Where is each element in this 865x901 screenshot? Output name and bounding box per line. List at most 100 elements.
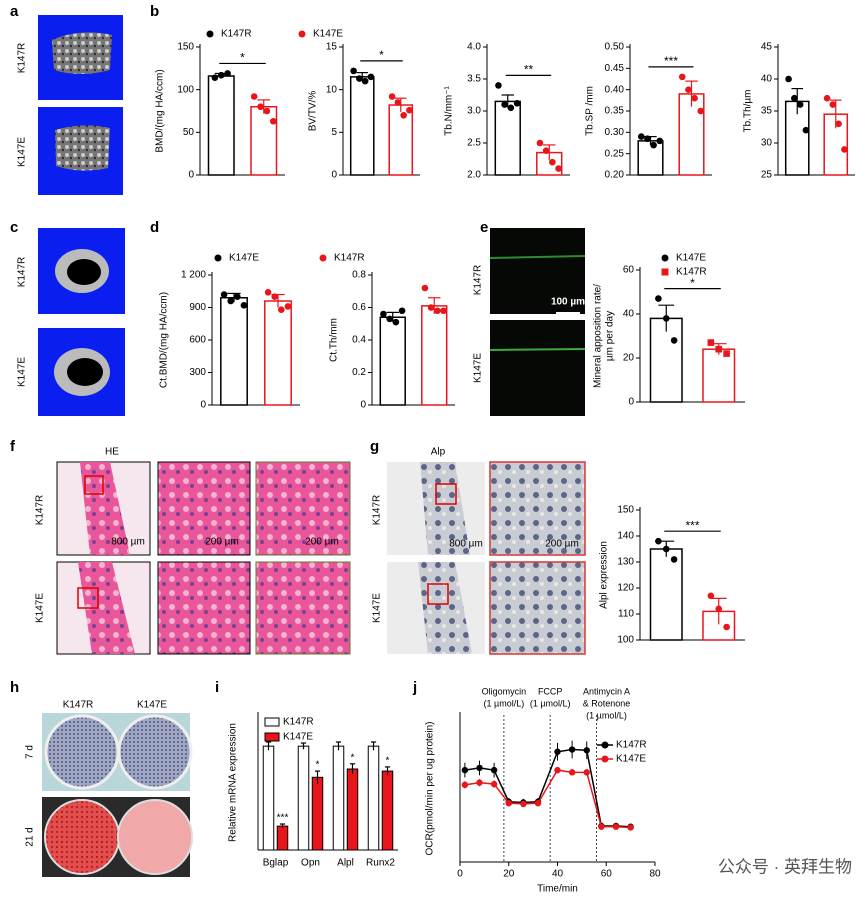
row-label: K147E bbox=[17, 357, 28, 387]
legend-label: K147E bbox=[229, 253, 259, 264]
bar bbox=[637, 140, 664, 176]
he-stain: HE 800 µm 200 µm 200 µm K147R K147E bbox=[35, 447, 351, 655]
data-point bbox=[554, 748, 561, 755]
y-tick-label: 0.6 bbox=[352, 302, 366, 313]
x-tick-label: 40 bbox=[552, 869, 564, 880]
y-tick-label: 900 bbox=[189, 302, 206, 313]
legend-label: K147R bbox=[221, 29, 252, 40]
y-axis-label: BV/TV/% bbox=[308, 91, 319, 132]
y-tick-label: 0.4 bbox=[352, 335, 366, 346]
y-axis-label: Tb.SP /mm bbox=[585, 86, 596, 136]
data-point bbox=[400, 111, 407, 119]
y-tick-label: 110 bbox=[618, 609, 634, 620]
significance: ** bbox=[524, 63, 534, 77]
data-point bbox=[823, 94, 831, 102]
plate-stain: K147R K147E 7 d 21 d bbox=[25, 700, 193, 877]
y-tick-label: 0 bbox=[628, 397, 634, 408]
y-tick-label: 140 bbox=[617, 531, 634, 542]
data-point bbox=[501, 101, 508, 108]
row-label: 7 d bbox=[25, 745, 36, 759]
y-tick-label: 0.8 bbox=[352, 270, 366, 281]
bar bbox=[297, 745, 310, 851]
data-point bbox=[476, 764, 483, 772]
data-point bbox=[271, 293, 279, 300]
bar bbox=[311, 776, 324, 851]
data-point bbox=[542, 147, 550, 154]
y-tick-label: 45 bbox=[761, 42, 773, 53]
row-label: K147E bbox=[17, 137, 28, 167]
bar bbox=[379, 316, 406, 406]
y-tick-label: 150 bbox=[617, 505, 634, 516]
significance: * bbox=[351, 752, 355, 763]
panel-label: g bbox=[370, 438, 379, 455]
bar bbox=[702, 348, 736, 403]
significance: *** bbox=[277, 813, 289, 824]
significance: * bbox=[316, 760, 320, 771]
watermark: 公众号 · 英拜生物 bbox=[718, 857, 852, 876]
data-point bbox=[549, 158, 556, 166]
data-point bbox=[598, 823, 605, 830]
data-point bbox=[513, 100, 521, 107]
data-point bbox=[505, 800, 512, 807]
data-point bbox=[555, 165, 562, 172]
scale-label: 200 µm bbox=[205, 537, 239, 548]
x-tick-label: Runx2 bbox=[366, 858, 395, 869]
data-point bbox=[240, 302, 248, 309]
x-tick-label: Bglap bbox=[263, 858, 289, 869]
bar bbox=[262, 745, 275, 851]
y-tick-label: 40 bbox=[623, 309, 635, 320]
y-tick-label: 130 bbox=[617, 557, 634, 568]
scale-label: 200 µm bbox=[305, 537, 339, 548]
scale-label: 800 µm bbox=[449, 539, 483, 550]
legend-label: K147R bbox=[676, 267, 707, 278]
y-axis-label: Alpl expression bbox=[599, 541, 610, 609]
legend-label: K147E bbox=[676, 253, 706, 264]
y-axis-label: Tb.Th/µm bbox=[743, 90, 754, 133]
data-point bbox=[791, 94, 798, 102]
data-point bbox=[802, 126, 810, 134]
data-point bbox=[421, 284, 429, 292]
y-tick-label: 0.25 bbox=[605, 148, 625, 159]
data-point bbox=[670, 337, 678, 344]
data-point bbox=[650, 141, 657, 149]
significance: *** bbox=[685, 518, 699, 532]
bar bbox=[220, 297, 248, 406]
data-point bbox=[568, 769, 576, 776]
data-point bbox=[217, 71, 225, 79]
injection-label: Antimycin A bbox=[583, 686, 630, 696]
row-label: K147R bbox=[17, 257, 28, 288]
y-tick-label: 0.20 bbox=[605, 170, 625, 181]
calcein-images: 100 µm K147R K147E bbox=[473, 228, 585, 416]
x-tick-label: Opn bbox=[301, 858, 320, 869]
data-point bbox=[655, 537, 662, 545]
legend-marker bbox=[206, 30, 214, 38]
y-tick-label: 0.35 bbox=[605, 106, 625, 117]
data-point bbox=[361, 77, 369, 85]
panel-labels: a b c d e f g h i j bbox=[10, 3, 488, 696]
y-tick-label: 120 bbox=[617, 583, 634, 594]
data-point bbox=[264, 289, 272, 296]
bar bbox=[346, 768, 359, 851]
bar bbox=[649, 548, 683, 641]
bar bbox=[207, 75, 235, 176]
scale-label: 800 µm bbox=[111, 537, 145, 548]
panel-label: f bbox=[10, 438, 16, 455]
bar bbox=[349, 76, 375, 176]
data-point bbox=[490, 780, 498, 788]
data-point bbox=[637, 133, 645, 140]
micro-ct-3d: K147R K147E bbox=[17, 15, 123, 195]
y-tick-label: 0.45 bbox=[605, 63, 625, 74]
y-tick-label: 0 bbox=[360, 400, 366, 411]
bar bbox=[332, 745, 345, 851]
panel-label: i bbox=[215, 679, 219, 696]
injection-label: Oligomycin bbox=[482, 686, 527, 696]
y-tick-label: 20 bbox=[623, 353, 635, 364]
x-axis-label: Time/min bbox=[537, 884, 578, 895]
scale-label: 100 µm bbox=[551, 297, 585, 308]
data-point bbox=[715, 605, 723, 613]
panel-label: a bbox=[10, 3, 19, 20]
legend-marker bbox=[214, 254, 222, 262]
legend-label: K147E bbox=[313, 29, 343, 40]
x-tick-label: 80 bbox=[649, 869, 661, 880]
data-point bbox=[697, 107, 705, 115]
